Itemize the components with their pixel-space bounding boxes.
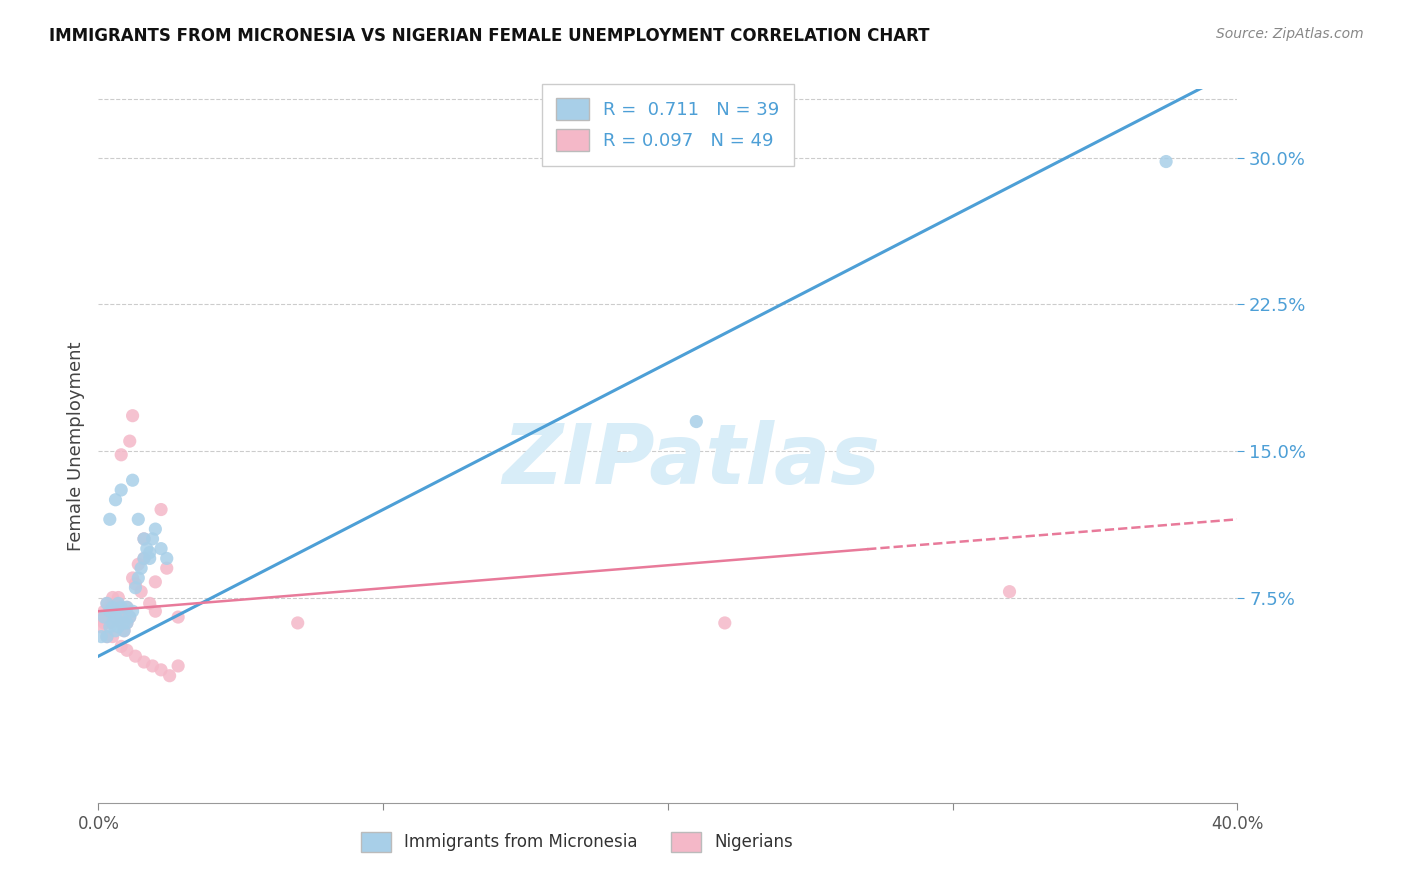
Point	[156, 561, 179, 575]
Point	[96, 610, 118, 624]
Point	[124, 577, 146, 591]
Point	[115, 600, 138, 615]
Point	[132, 532, 155, 546]
Point	[101, 604, 124, 618]
Point	[145, 522, 167, 536]
Point	[110, 615, 132, 630]
Point	[124, 581, 146, 595]
Point	[90, 630, 112, 644]
Point	[132, 532, 155, 546]
Point	[714, 615, 737, 630]
Point	[93, 604, 115, 618]
Point	[121, 604, 143, 618]
Legend: Immigrants from Micronesia, Nigerians: Immigrants from Micronesia, Nigerians	[354, 825, 800, 859]
Point	[96, 630, 118, 644]
Point	[110, 610, 132, 624]
Point	[101, 591, 124, 605]
Point	[110, 600, 132, 615]
Point	[132, 551, 155, 566]
Point	[110, 604, 132, 618]
Point	[110, 483, 132, 497]
Point	[150, 541, 173, 556]
Point	[107, 591, 129, 605]
Point	[159, 669, 181, 683]
Point	[107, 596, 129, 610]
Point	[101, 600, 124, 615]
Point	[110, 640, 132, 654]
Point	[104, 610, 127, 624]
Point	[150, 663, 173, 677]
Text: Source: ZipAtlas.com: Source: ZipAtlas.com	[1216, 27, 1364, 41]
Point	[167, 659, 190, 673]
Point	[98, 512, 121, 526]
Point	[115, 615, 138, 630]
Text: IMMIGRANTS FROM MICRONESIA VS NIGERIAN FEMALE UNEMPLOYMENT CORRELATION CHART: IMMIGRANTS FROM MICRONESIA VS NIGERIAN F…	[49, 27, 929, 45]
Point	[998, 584, 1021, 599]
Point	[93, 615, 115, 630]
Point	[287, 615, 309, 630]
Point	[118, 610, 141, 624]
Point	[145, 604, 167, 618]
Point	[115, 600, 138, 615]
Point	[104, 624, 127, 638]
Point	[129, 561, 152, 575]
Point	[118, 434, 141, 449]
Point	[107, 600, 129, 615]
Point	[104, 610, 127, 624]
Y-axis label: Female Unemployment: Female Unemployment	[66, 342, 84, 550]
Point	[96, 630, 118, 644]
Point	[150, 502, 173, 516]
Point	[104, 596, 127, 610]
Point	[98, 620, 121, 634]
Point	[685, 415, 707, 429]
Point	[121, 473, 143, 487]
Point	[127, 558, 149, 572]
Point	[101, 615, 124, 630]
Point	[96, 596, 118, 610]
Point	[138, 545, 160, 559]
Text: ZIPatlas: ZIPatlas	[502, 420, 880, 500]
Point	[96, 596, 118, 610]
Point	[141, 659, 163, 673]
Point	[115, 615, 138, 630]
Point	[167, 610, 190, 624]
Point	[115, 643, 138, 657]
Point	[141, 532, 163, 546]
Point	[121, 571, 143, 585]
Point	[124, 649, 146, 664]
Point	[127, 512, 149, 526]
Point	[112, 624, 135, 638]
Point	[93, 610, 115, 624]
Point	[90, 620, 112, 634]
Point	[129, 584, 152, 599]
Point	[145, 574, 167, 589]
Point	[127, 571, 149, 585]
Point	[112, 624, 135, 638]
Point	[98, 615, 121, 630]
Point	[98, 600, 121, 615]
Point	[132, 655, 155, 669]
Point	[121, 409, 143, 423]
Point	[112, 615, 135, 630]
Point	[98, 604, 121, 618]
Point	[156, 551, 179, 566]
Point	[135, 541, 157, 556]
Point	[138, 596, 160, 610]
Point	[107, 620, 129, 634]
Point	[112, 610, 135, 624]
Point	[118, 610, 141, 624]
Point	[1154, 154, 1177, 169]
Point	[90, 610, 112, 624]
Point	[132, 551, 155, 566]
Point	[101, 630, 124, 644]
Point	[110, 448, 132, 462]
Point	[104, 492, 127, 507]
Point	[138, 551, 160, 566]
